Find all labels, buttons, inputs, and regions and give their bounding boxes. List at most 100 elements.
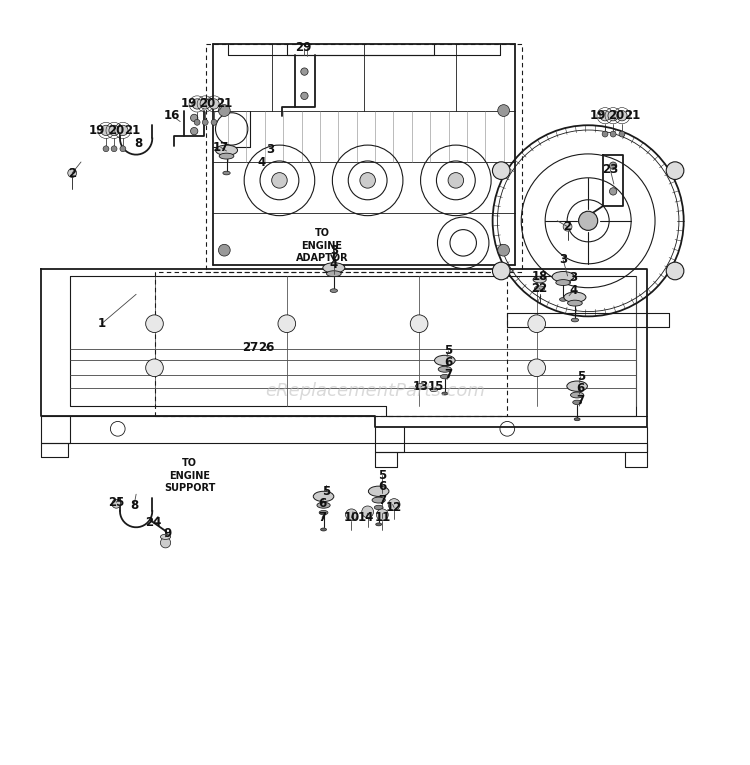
Circle shape: [666, 262, 684, 280]
Circle shape: [278, 315, 296, 333]
Circle shape: [493, 162, 510, 180]
Text: 6: 6: [444, 356, 452, 369]
Ellipse shape: [430, 388, 437, 392]
Circle shape: [194, 119, 200, 125]
Ellipse shape: [368, 486, 389, 496]
Ellipse shape: [535, 286, 544, 291]
Circle shape: [666, 162, 684, 180]
Circle shape: [376, 509, 388, 521]
Text: 3: 3: [266, 143, 274, 156]
Text: 5: 5: [444, 344, 452, 357]
Text: 7: 7: [445, 368, 452, 381]
Ellipse shape: [533, 276, 546, 283]
Circle shape: [528, 359, 545, 376]
Ellipse shape: [568, 300, 582, 306]
Ellipse shape: [434, 355, 455, 366]
Text: 9: 9: [164, 527, 172, 540]
Circle shape: [120, 146, 126, 151]
Text: 12: 12: [386, 501, 402, 514]
Text: 7: 7: [577, 394, 585, 407]
Text: 5: 5: [378, 469, 386, 482]
Circle shape: [211, 119, 217, 125]
Text: 19: 19: [181, 97, 197, 110]
Text: 3: 3: [559, 253, 567, 266]
Circle shape: [362, 506, 374, 518]
Text: 21: 21: [624, 109, 640, 122]
Circle shape: [360, 173, 376, 188]
Text: 1: 1: [98, 317, 106, 330]
Text: 2: 2: [563, 220, 572, 233]
Circle shape: [498, 105, 509, 116]
Text: 21: 21: [216, 97, 232, 110]
Text: 4: 4: [257, 155, 265, 168]
Ellipse shape: [564, 292, 586, 302]
Text: 18: 18: [532, 270, 548, 283]
Text: 16: 16: [164, 109, 180, 122]
Circle shape: [610, 162, 616, 169]
Ellipse shape: [560, 298, 567, 301]
Text: 6: 6: [318, 497, 326, 510]
Ellipse shape: [314, 491, 334, 502]
Ellipse shape: [376, 523, 382, 526]
Circle shape: [563, 223, 572, 231]
Text: 29: 29: [296, 41, 312, 54]
Ellipse shape: [438, 366, 452, 373]
Circle shape: [272, 173, 287, 188]
Circle shape: [146, 359, 164, 376]
Circle shape: [410, 315, 428, 333]
Text: TO
ENGINE
SUPPORT: TO ENGINE SUPPORT: [164, 458, 215, 493]
Circle shape: [103, 146, 109, 151]
Circle shape: [218, 244, 230, 256]
Text: 13: 13: [413, 380, 429, 393]
Circle shape: [388, 499, 400, 510]
Text: TO
ENGINE
ADAPTOR: TO ENGINE ADAPTOR: [296, 229, 349, 263]
Ellipse shape: [374, 505, 383, 509]
Ellipse shape: [317, 503, 330, 508]
Circle shape: [118, 125, 128, 135]
Ellipse shape: [416, 383, 426, 389]
Ellipse shape: [567, 381, 587, 392]
Ellipse shape: [322, 262, 345, 273]
Circle shape: [218, 105, 230, 116]
Circle shape: [610, 187, 616, 195]
Circle shape: [209, 99, 219, 109]
Text: eReplacementParts.com: eReplacementParts.com: [265, 382, 485, 400]
Circle shape: [301, 68, 308, 75]
Circle shape: [616, 111, 627, 121]
Circle shape: [109, 125, 119, 135]
Text: 4: 4: [569, 284, 578, 297]
Circle shape: [301, 92, 308, 99]
Text: 27: 27: [242, 341, 258, 354]
Text: 8: 8: [134, 137, 142, 150]
Ellipse shape: [552, 272, 574, 282]
Text: 20: 20: [608, 109, 624, 122]
Circle shape: [610, 131, 616, 137]
Text: 25: 25: [108, 496, 124, 509]
Text: 24: 24: [145, 516, 161, 529]
Text: 3: 3: [569, 271, 578, 284]
Text: 2: 2: [68, 167, 76, 180]
Text: 20: 20: [108, 124, 124, 137]
Text: 20: 20: [200, 97, 215, 110]
Ellipse shape: [160, 534, 171, 539]
Circle shape: [346, 509, 357, 521]
Circle shape: [200, 99, 210, 109]
Ellipse shape: [556, 279, 571, 285]
Circle shape: [190, 128, 198, 135]
Ellipse shape: [573, 400, 581, 405]
Text: 15: 15: [427, 380, 444, 393]
Ellipse shape: [326, 271, 341, 277]
Text: 5: 5: [322, 485, 331, 498]
Ellipse shape: [571, 392, 584, 398]
Circle shape: [602, 131, 608, 137]
Ellipse shape: [442, 392, 448, 395]
Ellipse shape: [219, 153, 234, 159]
Circle shape: [112, 500, 121, 508]
Circle shape: [202, 119, 208, 125]
Circle shape: [68, 168, 76, 177]
Circle shape: [528, 315, 545, 333]
Text: 10: 10: [344, 511, 359, 524]
Circle shape: [608, 111, 618, 121]
Ellipse shape: [574, 418, 580, 421]
Ellipse shape: [330, 288, 338, 292]
